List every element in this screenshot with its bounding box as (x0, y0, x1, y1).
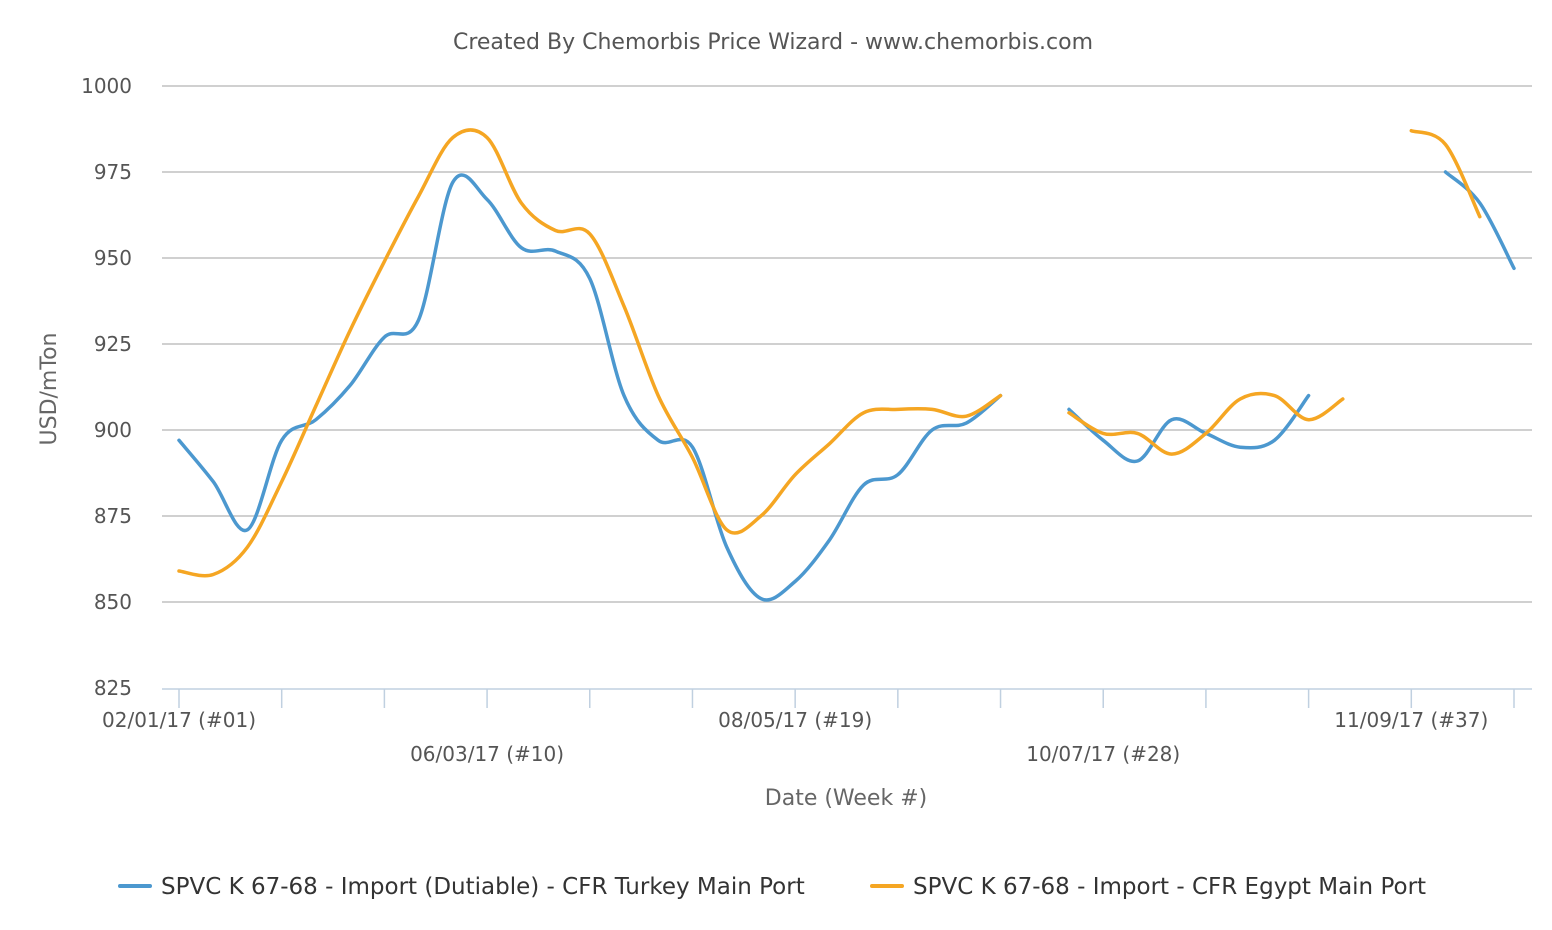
series-2-line-segment-2 (1067, 391, 1345, 456)
series-2 (177, 128, 1482, 578)
series-2-line-segment-3 (1409, 128, 1482, 219)
series-2-line-segment-1 (177, 128, 1003, 578)
legend-label-1[interactable]: SPVC K 67-68 - Import (Dutiable) - CFR T… (161, 874, 805, 900)
x-axis-title: Date (Week #) (765, 786, 927, 811)
gridlines (162, 85, 1532, 603)
x-tick-label: 11/09/17 (#37) (1334, 708, 1488, 732)
y-tick-label: 950 (94, 246, 132, 270)
y-tick-label: 925 (94, 332, 132, 356)
series-1-line-segment-3 (1443, 170, 1516, 271)
y-tick-label: 875 (94, 504, 132, 528)
series-1-line-segment-2 (1067, 393, 1311, 464)
x-tick-label: 10/07/17 (#28) (1026, 742, 1180, 766)
chart-title: Created By Chemorbis Price Wizard - www.… (453, 30, 1093, 55)
series-1-line-segment-1 (177, 173, 1003, 602)
x-tick-label: 06/03/17 (#10) (410, 742, 564, 766)
series-1 (177, 170, 1516, 602)
y-axis-ticks: 825 850 875 900 925 950 975 1000 (81, 74, 132, 700)
y-tick-label: 1000 (81, 74, 132, 98)
y-tick-label: 850 (94, 590, 132, 614)
y-tick-label: 975 (94, 160, 132, 184)
legend-label-2[interactable]: SPVC K 67-68 - Import - CFR Egypt Main P… (913, 874, 1426, 900)
legend: SPVC K 67-68 - Import (Dutiable) - CFR T… (118, 874, 1426, 900)
x-tick-label: 08/05/17 (#19) (718, 708, 872, 732)
series-lines (177, 128, 1516, 602)
y-tick-label: 825 (94, 676, 132, 700)
y-axis-title: USD/mTon (37, 333, 62, 446)
x-tick-label: 02/01/17 (#01) (102, 708, 256, 732)
y-tick-label: 900 (94, 418, 132, 442)
x-axis: 02/01/17 (#01) 06/03/17 (#10) 08/05/17 (#1… (102, 688, 1532, 766)
